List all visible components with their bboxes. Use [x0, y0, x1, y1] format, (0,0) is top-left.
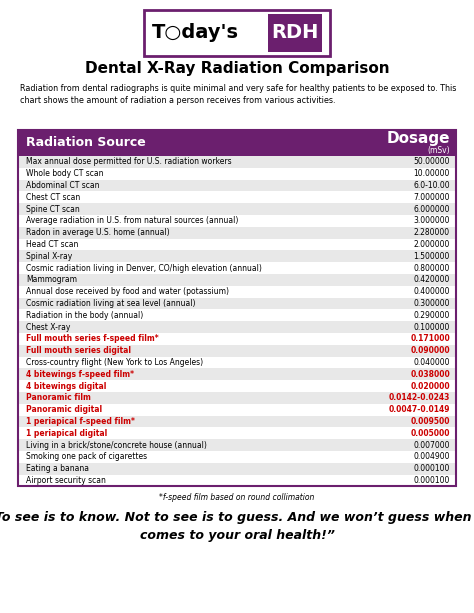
Text: 1.500000: 1.500000: [414, 252, 450, 261]
Text: Annual dose received by food and water (potassium): Annual dose received by food and water (…: [26, 287, 229, 296]
Bar: [18, 451, 456, 463]
Text: Radiation Source: Radiation Source: [26, 137, 146, 150]
Text: Whole body CT scan: Whole body CT scan: [26, 169, 103, 178]
Text: 0.0047-0.0149: 0.0047-0.0149: [389, 405, 450, 414]
Text: Average radiation in U.S. from natural sources (annual): Average radiation in U.S. from natural s…: [26, 216, 238, 226]
Bar: [144, 10, 330, 56]
Text: Mammogram: Mammogram: [26, 275, 77, 284]
Text: 0.009500: 0.009500: [410, 417, 450, 426]
Bar: [18, 180, 456, 191]
Text: 0.005000: 0.005000: [410, 429, 450, 438]
Bar: [18, 392, 456, 404]
Bar: [18, 286, 456, 297]
Bar: [18, 262, 456, 274]
Text: 0.038000: 0.038000: [410, 370, 450, 379]
Text: 6.000000: 6.000000: [413, 205, 450, 213]
Bar: [18, 203, 456, 215]
Text: Spine CT scan: Spine CT scan: [26, 205, 80, 213]
Bar: [18, 380, 456, 392]
Text: 0.040000: 0.040000: [413, 358, 450, 367]
Bar: [18, 250, 456, 262]
Bar: [18, 168, 456, 180]
Text: “To see is to know. Not to see is to guess. And we won’t guess when it
comes to : “To see is to know. Not to see is to gue…: [0, 511, 474, 543]
Text: 0.171000: 0.171000: [410, 335, 450, 343]
Bar: [18, 439, 456, 451]
Text: 50.00000: 50.00000: [413, 158, 450, 166]
Text: 0.007000: 0.007000: [413, 441, 450, 449]
Text: Radiation from dental radiographs is quite minimal and very safe for healthy pat: Radiation from dental radiographs is qui…: [20, 84, 456, 105]
Text: Airport security scan: Airport security scan: [26, 476, 106, 485]
Text: Cosmic radiation living in Denver, CO/high elevation (annual): Cosmic radiation living in Denver, CO/hi…: [26, 264, 262, 273]
Bar: [18, 130, 456, 156]
Text: 0.000100: 0.000100: [414, 464, 450, 473]
Text: Radiation in the body (annual): Radiation in the body (annual): [26, 311, 143, 320]
Bar: [18, 215, 456, 227]
Bar: [18, 474, 456, 486]
Text: Spinal X-ray: Spinal X-ray: [26, 252, 72, 261]
Text: 4 bitewings f-speed film*: 4 bitewings f-speed film*: [26, 370, 134, 379]
Bar: [18, 416, 456, 427]
Bar: [18, 130, 456, 486]
Text: 2.000000: 2.000000: [414, 240, 450, 249]
Bar: [18, 227, 456, 238]
Text: RDH: RDH: [271, 23, 319, 42]
Text: 0.020000: 0.020000: [410, 382, 450, 390]
Bar: [18, 404, 456, 416]
Text: Dental X-Ray Radiation Comparison: Dental X-Ray Radiation Comparison: [85, 61, 389, 75]
Text: Chest X-ray: Chest X-ray: [26, 322, 70, 332]
Text: 0.300000: 0.300000: [413, 299, 450, 308]
Text: 7.000000: 7.000000: [413, 193, 450, 202]
Text: 1 periapical f-speed film*: 1 periapical f-speed film*: [26, 417, 135, 426]
Bar: [18, 310, 456, 321]
Text: 6.0-10.00: 6.0-10.00: [413, 181, 450, 190]
Text: Cosmic radiation living at sea level (annual): Cosmic radiation living at sea level (an…: [26, 299, 195, 308]
Text: 0.290000: 0.290000: [414, 311, 450, 320]
Text: Full mouth series digital: Full mouth series digital: [26, 346, 131, 355]
Text: 3.000000: 3.000000: [413, 216, 450, 226]
Bar: [18, 427, 456, 439]
Text: 0.000100: 0.000100: [414, 476, 450, 485]
Text: Chest CT scan: Chest CT scan: [26, 193, 80, 202]
Text: Dosage: Dosage: [386, 132, 450, 147]
Text: 4 bitewings digital: 4 bitewings digital: [26, 382, 106, 390]
Bar: [18, 297, 456, 310]
Text: 10.00000: 10.00000: [414, 169, 450, 178]
Text: 0.090000: 0.090000: [410, 346, 450, 355]
Text: Panoramic film: Panoramic film: [26, 394, 91, 402]
Bar: [18, 357, 456, 368]
Text: Living in a brick/stone/concrete house (annual): Living in a brick/stone/concrete house (…: [26, 441, 207, 449]
Text: 2.280000: 2.280000: [414, 228, 450, 237]
Text: 0.0142-0.0243: 0.0142-0.0243: [389, 394, 450, 402]
Text: 0.420000: 0.420000: [414, 275, 450, 284]
Text: 0.400000: 0.400000: [413, 287, 450, 296]
Text: 1 periapical digital: 1 periapical digital: [26, 429, 107, 438]
Text: Smoking one pack of cigarettes: Smoking one pack of cigarettes: [26, 452, 147, 462]
Text: Radon in average U.S. home (annual): Radon in average U.S. home (annual): [26, 228, 170, 237]
Text: (mSv): (mSv): [428, 145, 450, 154]
Text: Panoramic digital: Panoramic digital: [26, 405, 102, 414]
Bar: [18, 345, 456, 357]
Bar: [18, 191, 456, 203]
Bar: [18, 156, 456, 168]
Text: Eating a banana: Eating a banana: [26, 464, 89, 473]
Bar: [18, 463, 456, 474]
Text: Head CT scan: Head CT scan: [26, 240, 78, 249]
Text: 0.100000: 0.100000: [414, 322, 450, 332]
Bar: [18, 333, 456, 345]
Text: Max annual dose permitted for U.S. radiation workers: Max annual dose permitted for U.S. radia…: [26, 158, 232, 166]
Text: Abdominal CT scan: Abdominal CT scan: [26, 181, 100, 190]
Bar: [268, 14, 322, 52]
Bar: [18, 274, 456, 286]
Text: 0.004900: 0.004900: [413, 452, 450, 462]
Bar: [18, 238, 456, 250]
Text: Full mouth series f-speed film*: Full mouth series f-speed film*: [26, 335, 159, 343]
Bar: [18, 368, 456, 380]
Bar: [18, 321, 456, 333]
Text: T○day's: T○day's: [152, 23, 239, 42]
Text: Cross-country flight (New York to Los Angeles): Cross-country flight (New York to Los An…: [26, 358, 203, 367]
Text: 0.800000: 0.800000: [414, 264, 450, 273]
Text: *f-speed film based on round collimation: *f-speed film based on round collimation: [159, 493, 315, 503]
